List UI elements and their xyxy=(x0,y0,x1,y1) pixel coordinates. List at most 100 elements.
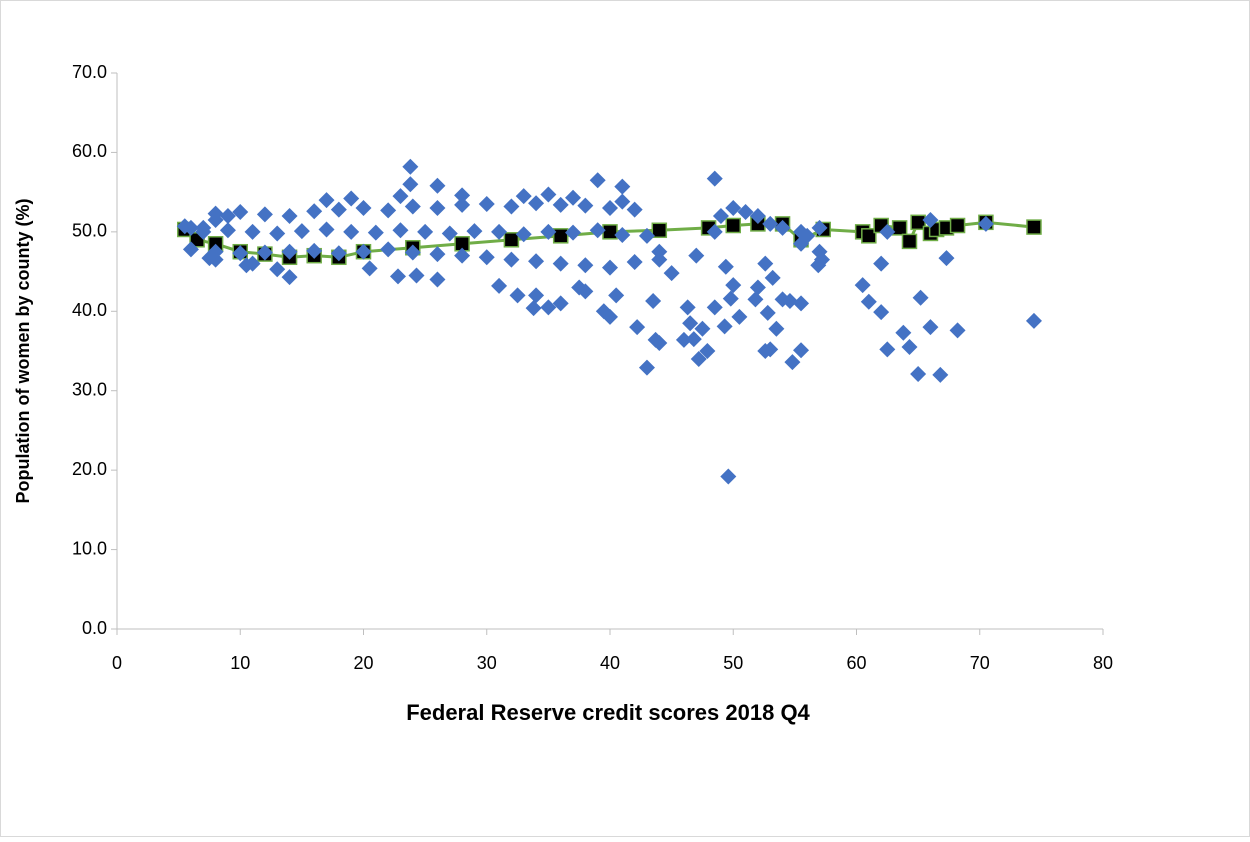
diamond-point xyxy=(540,186,557,203)
diamond-point xyxy=(932,366,949,383)
diamond-point xyxy=(938,250,955,267)
diamond-point xyxy=(552,255,569,272)
diamond-point xyxy=(879,223,896,240)
diamond-point xyxy=(429,271,446,288)
diamond-point xyxy=(764,269,781,286)
diamond-point xyxy=(912,289,929,306)
diamond-point xyxy=(408,267,425,284)
diamond-point xyxy=(392,188,409,205)
diamond-point xyxy=(614,193,631,210)
diamond-point xyxy=(441,225,458,242)
diamond-point xyxy=(182,241,199,258)
diamond-point xyxy=(679,299,696,316)
diamond-point xyxy=(799,227,816,244)
diamond-point xyxy=(854,277,871,294)
diamond-point xyxy=(589,172,606,189)
diamond-point xyxy=(690,350,707,367)
diamond-point xyxy=(688,247,705,264)
x-tick-label: 40 xyxy=(600,653,620,673)
diamond-point xyxy=(392,222,409,239)
diamond-point xyxy=(712,207,729,224)
diamond-point xyxy=(281,269,298,286)
square-point xyxy=(651,222,668,239)
diamond-point xyxy=(762,215,779,232)
y-tick-label: 30.0 xyxy=(72,379,107,399)
diamond-point xyxy=(706,223,723,240)
diamond-point xyxy=(528,253,545,270)
diamond-point xyxy=(454,196,471,213)
diamond-point xyxy=(647,331,664,348)
diamond-point xyxy=(281,243,298,260)
diamond-point xyxy=(716,318,733,335)
diamond-point xyxy=(540,223,557,240)
square-point xyxy=(949,217,966,234)
diamond-point xyxy=(525,300,542,317)
diamond-point xyxy=(602,259,618,276)
x-tick-label: 10 xyxy=(230,653,250,673)
diamond-point xyxy=(784,354,801,371)
diamond-point xyxy=(614,227,631,244)
diamond-point xyxy=(478,249,495,266)
diamond-point xyxy=(361,260,378,277)
diamond-point xyxy=(454,187,471,204)
square-point xyxy=(901,233,918,250)
diamond-point xyxy=(552,295,569,312)
diamond-point xyxy=(182,219,199,236)
diamond-point xyxy=(759,304,776,321)
diamond-point xyxy=(509,287,526,304)
y-axis-label: Population of women by county (%) xyxy=(13,199,33,504)
diamond-point xyxy=(895,324,912,341)
x-tick-label: 50 xyxy=(723,653,743,673)
diamond-point xyxy=(343,190,360,207)
diamond-point xyxy=(811,219,828,236)
diamond-point xyxy=(244,255,261,272)
x-axis-label: Federal Reserve credit scores 2018 Q4 xyxy=(406,700,810,725)
diamond-point xyxy=(207,243,224,260)
diamond-point xyxy=(380,241,397,258)
x-tick-label: 0 xyxy=(112,653,122,673)
diamond-point xyxy=(503,198,520,215)
diamond-point xyxy=(404,244,421,261)
diamond-point xyxy=(629,319,646,336)
diamond-point xyxy=(256,244,273,261)
diamond-point xyxy=(626,254,643,271)
diamond-point xyxy=(675,331,692,348)
diamond-point xyxy=(949,322,966,339)
diamond-point xyxy=(731,308,748,325)
diamond-point xyxy=(244,223,261,240)
diamond-point xyxy=(910,366,927,383)
diamond-point xyxy=(774,291,791,308)
diamond-point xyxy=(577,257,594,274)
diamond-point xyxy=(706,299,723,316)
diamond-point xyxy=(195,223,212,240)
diamond-point xyxy=(685,331,702,348)
diamond-point xyxy=(922,319,939,336)
diamond-point xyxy=(589,222,606,239)
diamond-point xyxy=(810,257,827,274)
diamond-point xyxy=(343,223,360,240)
square-point xyxy=(503,232,520,248)
diamond-point xyxy=(402,158,419,175)
diamond-point xyxy=(608,287,625,304)
diamond-point xyxy=(614,178,631,195)
x-tick-label: 60 xyxy=(846,653,866,673)
y-tick-label: 40.0 xyxy=(72,300,107,320)
diamond-point xyxy=(417,223,434,240)
y-tick-label: 0.0 xyxy=(82,618,107,638)
diamond-point xyxy=(269,261,286,278)
diamond-point xyxy=(749,279,766,296)
diamond-point xyxy=(355,200,372,217)
diamond-point xyxy=(429,177,446,194)
diamond-point xyxy=(694,320,711,337)
diamond-point xyxy=(663,265,680,282)
diamond-point xyxy=(793,295,810,312)
diamond-point xyxy=(977,215,994,232)
diamond-point xyxy=(873,304,890,321)
y-tick-label: 50.0 xyxy=(72,221,107,241)
diamond-point xyxy=(873,255,890,272)
diamond-point xyxy=(404,198,421,215)
diamond-point xyxy=(595,303,612,320)
diamond-point xyxy=(645,292,662,309)
x-tick-label: 80 xyxy=(1093,653,1113,673)
diamond-point xyxy=(355,243,372,260)
